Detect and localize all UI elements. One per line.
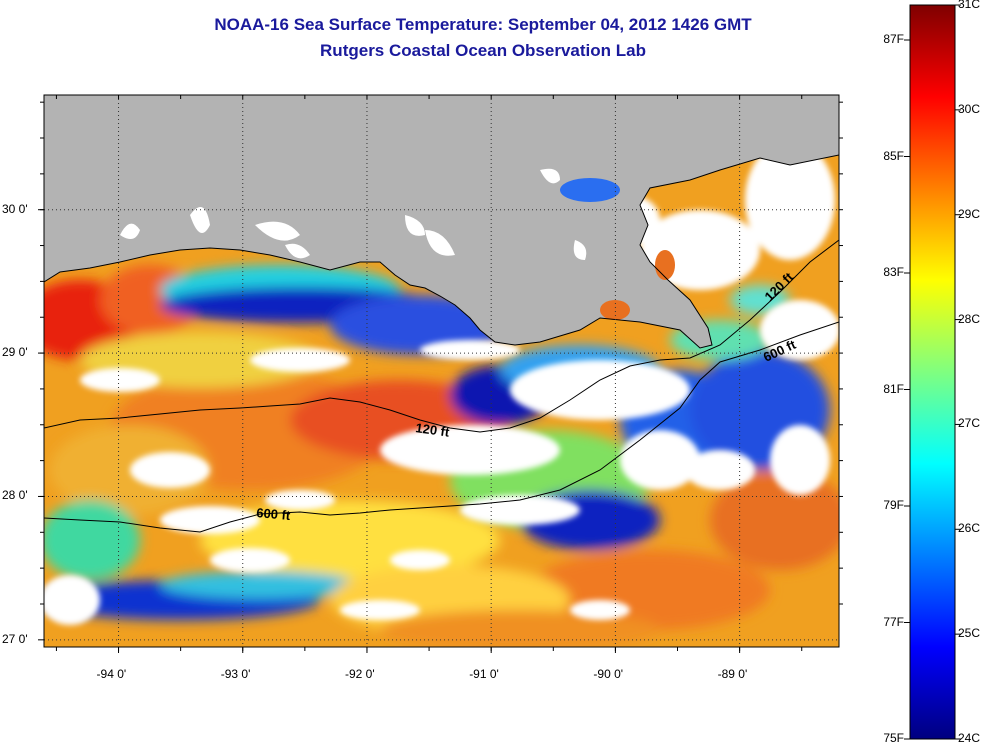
lat-tick-label: 29 0' [2,345,28,360]
map-frame [43,94,840,648]
lat-tick-label: 28 0' [2,488,28,503]
coastal-warm-patches [600,250,675,320]
contour-label-120ft: 120 ft [415,420,451,440]
inland-water [120,168,587,260]
colorbar-label-fahrenheit: 85F [883,148,904,163]
land-mass [44,95,839,348]
colorbar [909,4,956,740]
lon-tick-label: -93 0' [220,667,251,681]
map-subtitle: Rutgers Coastal Ocean Observation Lab [320,41,646,60]
colorbar-label-celsius: 30C [958,101,981,116]
coastline [44,154,839,349]
colorbar-label-celsius: 24C [958,731,981,745]
colorbar-label-celsius: 29C [958,206,981,221]
colorbar-label-fahrenheit: 79F [883,498,904,512]
lake-pontchartrain [560,178,620,202]
graticule [44,95,839,647]
axis-ticks [38,95,843,653]
colorbar-label-celsius: 31C [958,0,981,11]
colorbar-label-fahrenheit: 75F [883,731,904,745]
lon-tick-label: -94 0' [96,667,127,681]
colorbar-label-celsius: 27C [958,416,981,431]
lon-tick-label: -91 0' [469,667,499,681]
colorbar-label-fahrenheit: 83F [883,265,904,279]
colorbar-label-celsius: 28C [958,311,981,326]
lat-tick-label: 30 0' [2,201,28,216]
colorbar-label-celsius: 26C [958,521,981,536]
colorbar-label-celsius: 25C [958,626,981,641]
lat-tick-label: 27 0' [2,631,28,646]
lon-tick-label: -92 0' [344,667,375,681]
colorbar-label-fahrenheit: 87F [883,32,904,46]
colorbar-label-fahrenheit: 81F [883,381,904,396]
lon-tick-label: -89 0' [717,667,748,681]
contour-label-600ft: 600 ft [256,505,292,523]
contour-600ft [44,321,839,533]
contour-120ft [44,239,839,433]
lon-tick-label: -90 0' [593,667,624,681]
colorbar-label-fahrenheit: 77F [883,614,904,629]
map-title: NOAA-16 Sea Surface Temperature: Septemb… [214,15,752,34]
colorbar-ticks [904,4,961,740]
